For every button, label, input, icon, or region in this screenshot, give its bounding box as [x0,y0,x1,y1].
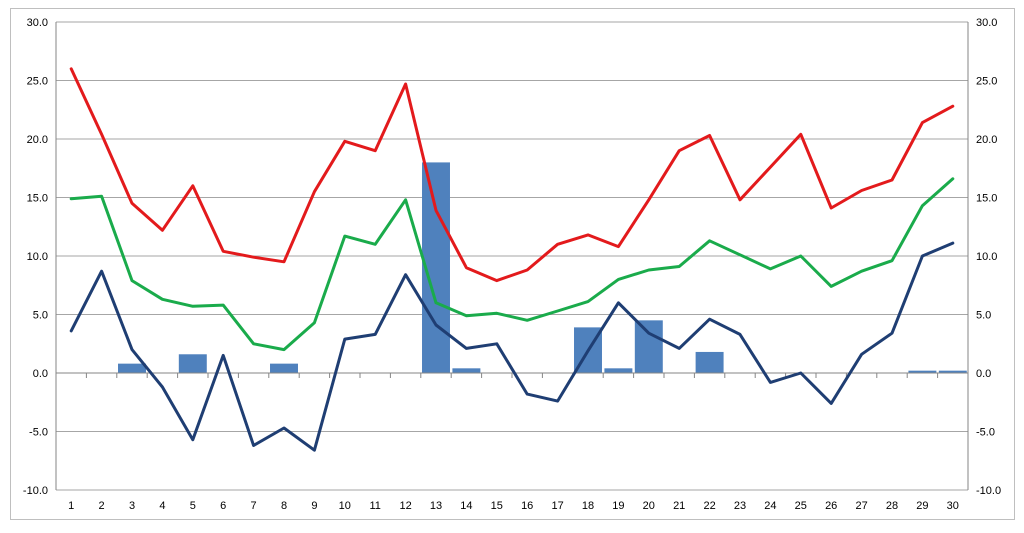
y-tick-label-right: 20.0 [976,134,997,146]
x-tick-label: 6 [220,500,226,512]
line-layer [69,67,955,452]
x-tick-label: 7 [251,500,257,512]
y-tick-label-left: 10.0 [27,251,48,263]
x-tick-label: 3 [129,500,135,512]
x-tick-label: 18 [582,500,594,512]
x-tick-label: 27 [855,500,867,512]
y-tick-label-left: 15.0 [27,193,48,205]
bar [118,363,146,373]
bar [938,370,967,373]
y-tick-label-right: 15.0 [976,193,997,205]
x-tick-label: 9 [311,500,317,512]
y-tick-label-left: 20.0 [27,134,48,146]
bar [908,370,937,373]
y-tick-label-left: 30.0 [27,17,48,29]
x-tick-label: 22 [703,500,715,512]
x-tick-label: 23 [734,500,746,512]
x-tick-label: 8 [281,500,287,512]
bar [695,351,724,373]
bar-layer [118,162,967,373]
x-tick-label: 1 [68,500,74,512]
chart-frame [10,8,1015,520]
x-tick-label: 24 [764,500,776,512]
y-tick-label-right: 30.0 [976,17,997,29]
x-tick-label: 14 [460,500,472,512]
x-tick-label: 25 [795,500,807,512]
y-tick-label-left: 0.0 [33,368,48,380]
y-tick-label-right: -10.0 [976,485,1001,497]
y-tick-label-left: -5.0 [29,427,48,439]
red-line-series [69,67,955,283]
grid-layer [56,21,968,491]
x-tick-label: 5 [190,500,196,512]
y-tick-label-left: 5.0 [33,310,48,322]
x-tick-label: 17 [551,500,563,512]
x-tick-label: 21 [673,500,685,512]
bar [270,363,298,373]
axis-layer [55,22,969,490]
label-layer: -10.0 -10.0-5.0 -5.00.0 0.05.0 5.010.0 10.015… [23,17,1001,512]
x-tick-label: 29 [916,500,928,512]
x-tick-label: 15 [491,500,503,512]
x-tick-label: 30 [947,500,959,512]
x-tick-label: 4 [159,500,165,512]
y-tick-label-right: 10.0 [976,251,997,263]
x-tick-label: 10 [339,500,351,512]
y-tick-label-right: 0.0 [976,368,991,380]
bar [604,368,633,373]
y-tick-label-left: -10.0 [23,485,48,497]
y-tick-label-right: 25.0 [976,76,997,88]
y-tick-label-left: 25.0 [27,76,48,88]
navy-line-series [69,241,955,452]
y-tick-label-right: 5.0 [976,310,991,322]
bar [178,354,207,373]
bar [634,320,663,373]
y-tick-label-right: -5.0 [976,427,995,439]
x-tick-label: 12 [399,500,411,512]
green-line-series [69,177,955,352]
bar [452,368,481,373]
x-tick-label: 16 [521,500,533,512]
x-tick-label: 28 [886,500,898,512]
x-tick-label: 26 [825,500,837,512]
x-tick-label: 13 [430,500,442,512]
x-tick-label: 20 [643,500,655,512]
x-tick-label: 11 [369,500,380,512]
x-tick-label: 19 [612,500,624,512]
x-tick-label: 2 [99,500,105,512]
